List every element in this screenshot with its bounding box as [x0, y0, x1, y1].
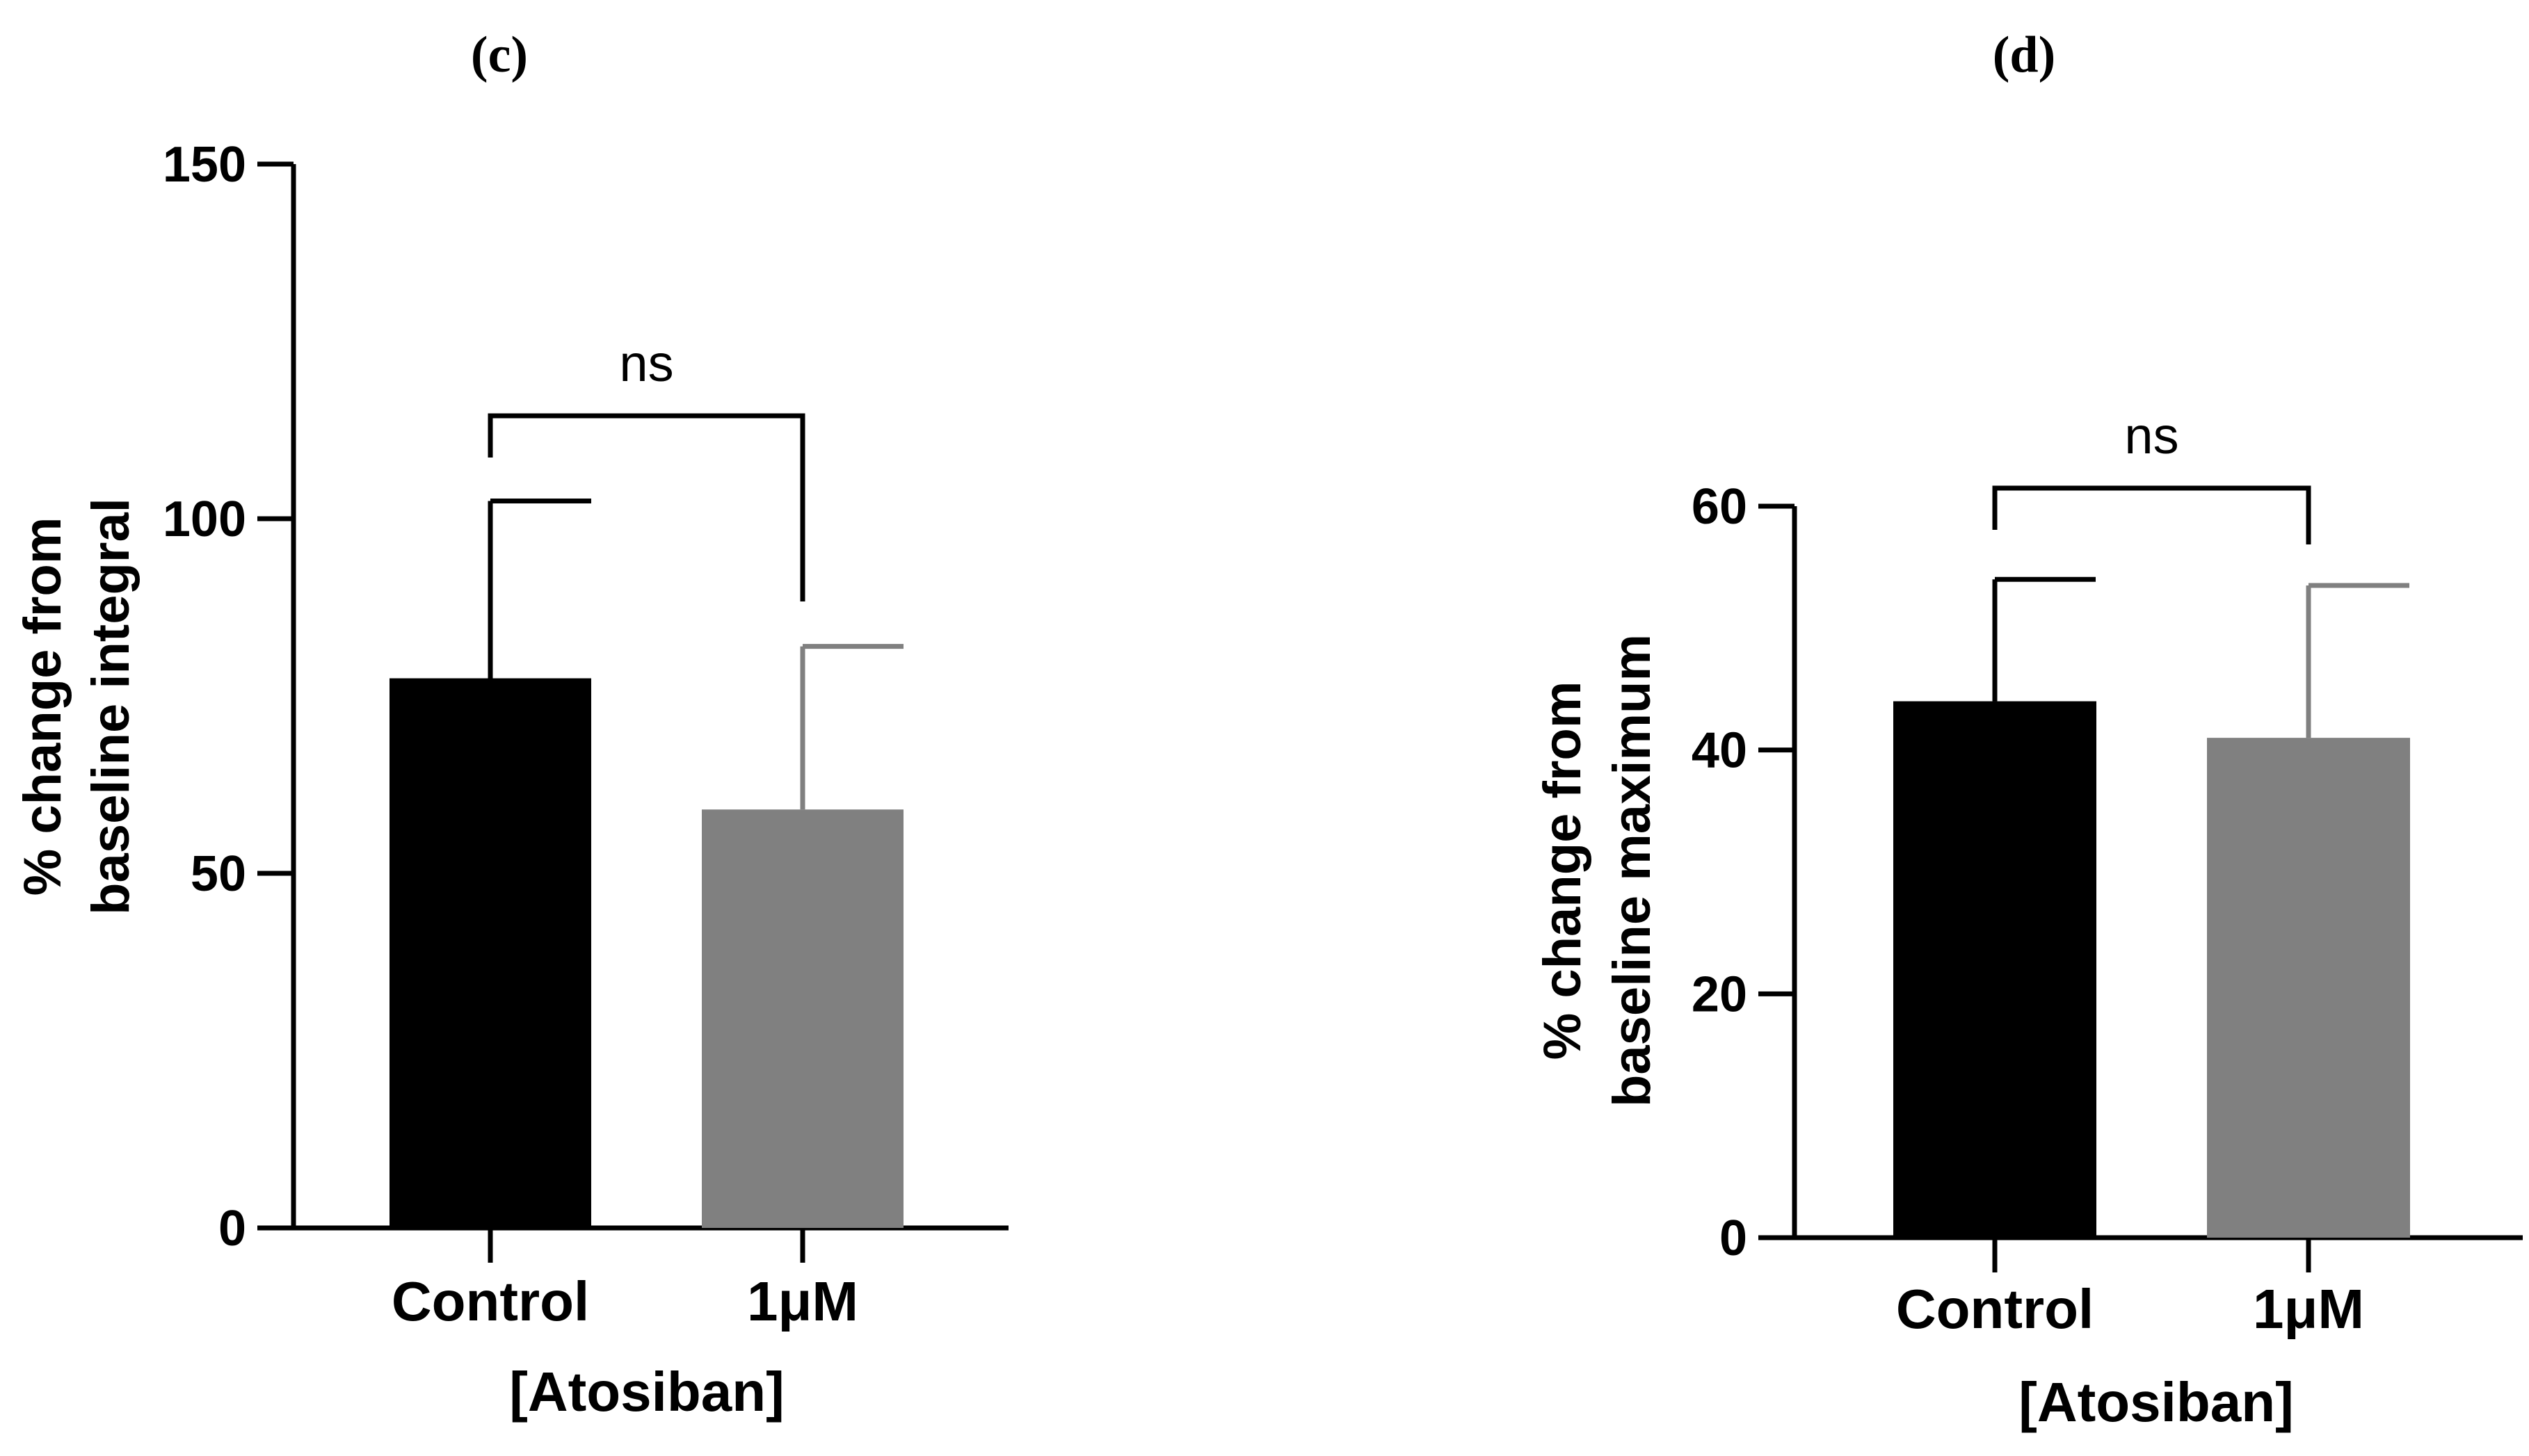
bars [390, 499, 904, 1228]
bar-1 [702, 809, 904, 1228]
category-label-1um: 1μM [747, 1270, 858, 1332]
significance-label: ns [2124, 407, 2178, 464]
significance-bracket: ns [488, 334, 805, 601]
y-axis-label-line-1: % change from [13, 517, 72, 896]
y-tick-label-50: 50 [191, 846, 246, 902]
significance-label: ns [619, 334, 673, 392]
category-label-control: Control [392, 1270, 589, 1332]
bracket-line [1992, 485, 2311, 544]
y-tick-label-0: 0 [218, 1201, 246, 1256]
bracket-line [488, 413, 805, 601]
y-axis-label-line-2: baseline maximum [1603, 634, 1662, 1107]
y-ticks: 0 20 40 60 [1692, 479, 2311, 1272]
y-ticks: 0 50 100 150 [163, 137, 805, 1263]
y-tick-label-20: 20 [1692, 966, 1747, 1022]
significance-bracket: ns [1992, 407, 2311, 544]
panel-label: (c) [471, 26, 528, 83]
category-label-1um: 1μM [2253, 1278, 2364, 1340]
x-axis-label: [Atosiban] [2018, 1371, 2294, 1433]
y-tick-label-60: 60 [1692, 479, 1747, 535]
y-tick-label-100: 100 [163, 492, 246, 547]
y-tick-label-40: 40 [1692, 723, 1747, 779]
y-axis-label-line-2: baseline integral [81, 498, 140, 915]
y-tick-label-0: 0 [1719, 1211, 1747, 1266]
bars [1893, 576, 2410, 1238]
chart-panel-d: (d) 0 20 40 60 ns Control 1μM [Atosiban] % … [1533, 26, 2523, 1433]
bar-1 [2207, 738, 2410, 1238]
y-axis-label-line-1: % change from [1533, 681, 1592, 1060]
category-label-control: Control [1896, 1278, 2094, 1340]
bar-0 [390, 678, 591, 1228]
bar-0 [1893, 701, 2096, 1238]
panel-label: (d) [1993, 26, 2055, 83]
x-axis-label: [Atosiban] [509, 1361, 785, 1423]
y-tick-label-150: 150 [163, 137, 246, 193]
